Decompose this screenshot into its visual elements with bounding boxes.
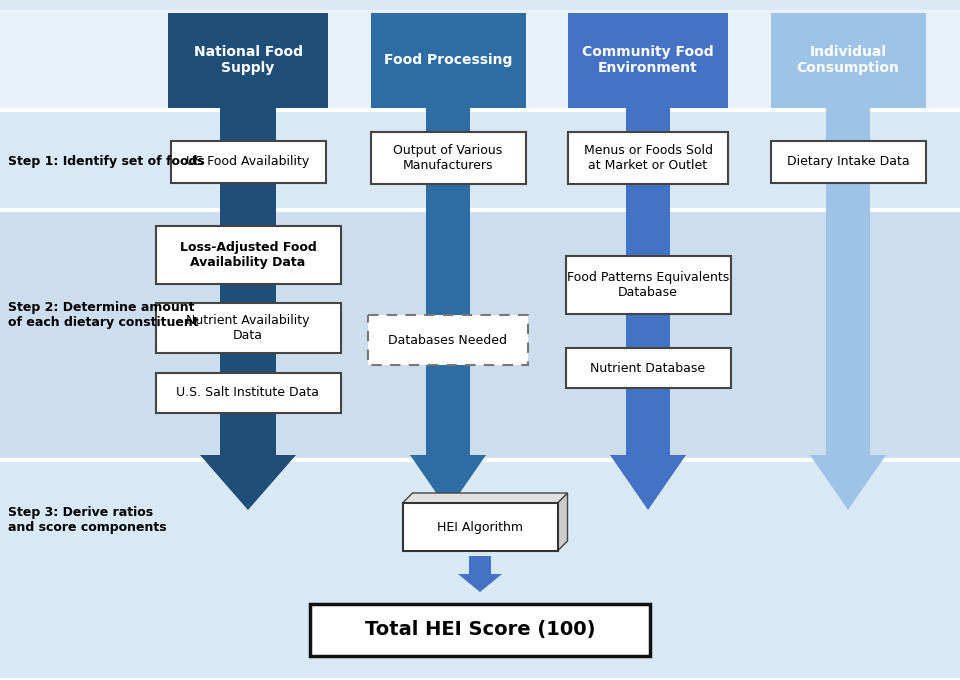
- Bar: [568, 132, 728, 184]
- Text: Step 2: Determine amount
of each dietary constituent: Step 2: Determine amount of each dietary…: [8, 301, 199, 329]
- Text: Menus or Foods Sold
at Market or Outlet: Menus or Foods Sold at Market or Outlet: [584, 144, 712, 172]
- Bar: [402, 503, 558, 551]
- Text: Food Patterns Equivalents
Database: Food Patterns Equivalents Database: [566, 271, 730, 299]
- Bar: [171, 141, 325, 183]
- Bar: [368, 315, 528, 365]
- Text: Databases Needed: Databases Needed: [389, 333, 508, 347]
- Text: Food Processing: Food Processing: [384, 53, 513, 67]
- Bar: [0, 210, 960, 460]
- Text: National Food
Supply: National Food Supply: [194, 45, 302, 75]
- Bar: [0, 110, 960, 210]
- Text: Output of Various
Manufacturers: Output of Various Manufacturers: [394, 144, 503, 172]
- Bar: [565, 256, 731, 314]
- Bar: [568, 12, 728, 107]
- Bar: [156, 303, 341, 353]
- Text: Step 1: Identify set of foods: Step 1: Identify set of foods: [8, 156, 204, 169]
- Text: Nutrient Database: Nutrient Database: [590, 362, 706, 375]
- Bar: [371, 132, 525, 184]
- Bar: [0, 460, 960, 680]
- Bar: [156, 373, 341, 413]
- Bar: [371, 12, 525, 107]
- Text: Individual
Consumption: Individual Consumption: [797, 45, 900, 75]
- Text: Step 3: Derive ratios
and score components: Step 3: Derive ratios and score componen…: [8, 506, 167, 534]
- Text: Total HEI Score (100): Total HEI Score (100): [365, 620, 595, 639]
- Text: U.S. Salt Institute Data: U.S. Salt Institute Data: [177, 386, 320, 400]
- Text: US Food Availability: US Food Availability: [186, 156, 310, 169]
- Bar: [156, 226, 341, 284]
- Bar: [0, 10, 960, 110]
- Polygon shape: [810, 85, 886, 510]
- Text: Community Food
Environment: Community Food Environment: [582, 45, 714, 75]
- Text: Dietary Intake Data: Dietary Intake Data: [786, 156, 909, 169]
- Bar: [168, 12, 328, 107]
- Text: HEI Algorithm: HEI Algorithm: [437, 520, 523, 534]
- Polygon shape: [410, 85, 486, 510]
- Polygon shape: [558, 493, 567, 551]
- Polygon shape: [458, 556, 502, 592]
- Polygon shape: [610, 85, 686, 510]
- Polygon shape: [402, 493, 567, 503]
- Bar: [565, 348, 731, 388]
- Bar: [771, 141, 925, 183]
- Polygon shape: [200, 85, 296, 510]
- Text: Loss-Adjusted Food
Availability Data: Loss-Adjusted Food Availability Data: [180, 241, 317, 269]
- Text: Nutrient Availability
Data: Nutrient Availability Data: [186, 314, 310, 342]
- Bar: [310, 604, 650, 656]
- Bar: [771, 12, 925, 107]
